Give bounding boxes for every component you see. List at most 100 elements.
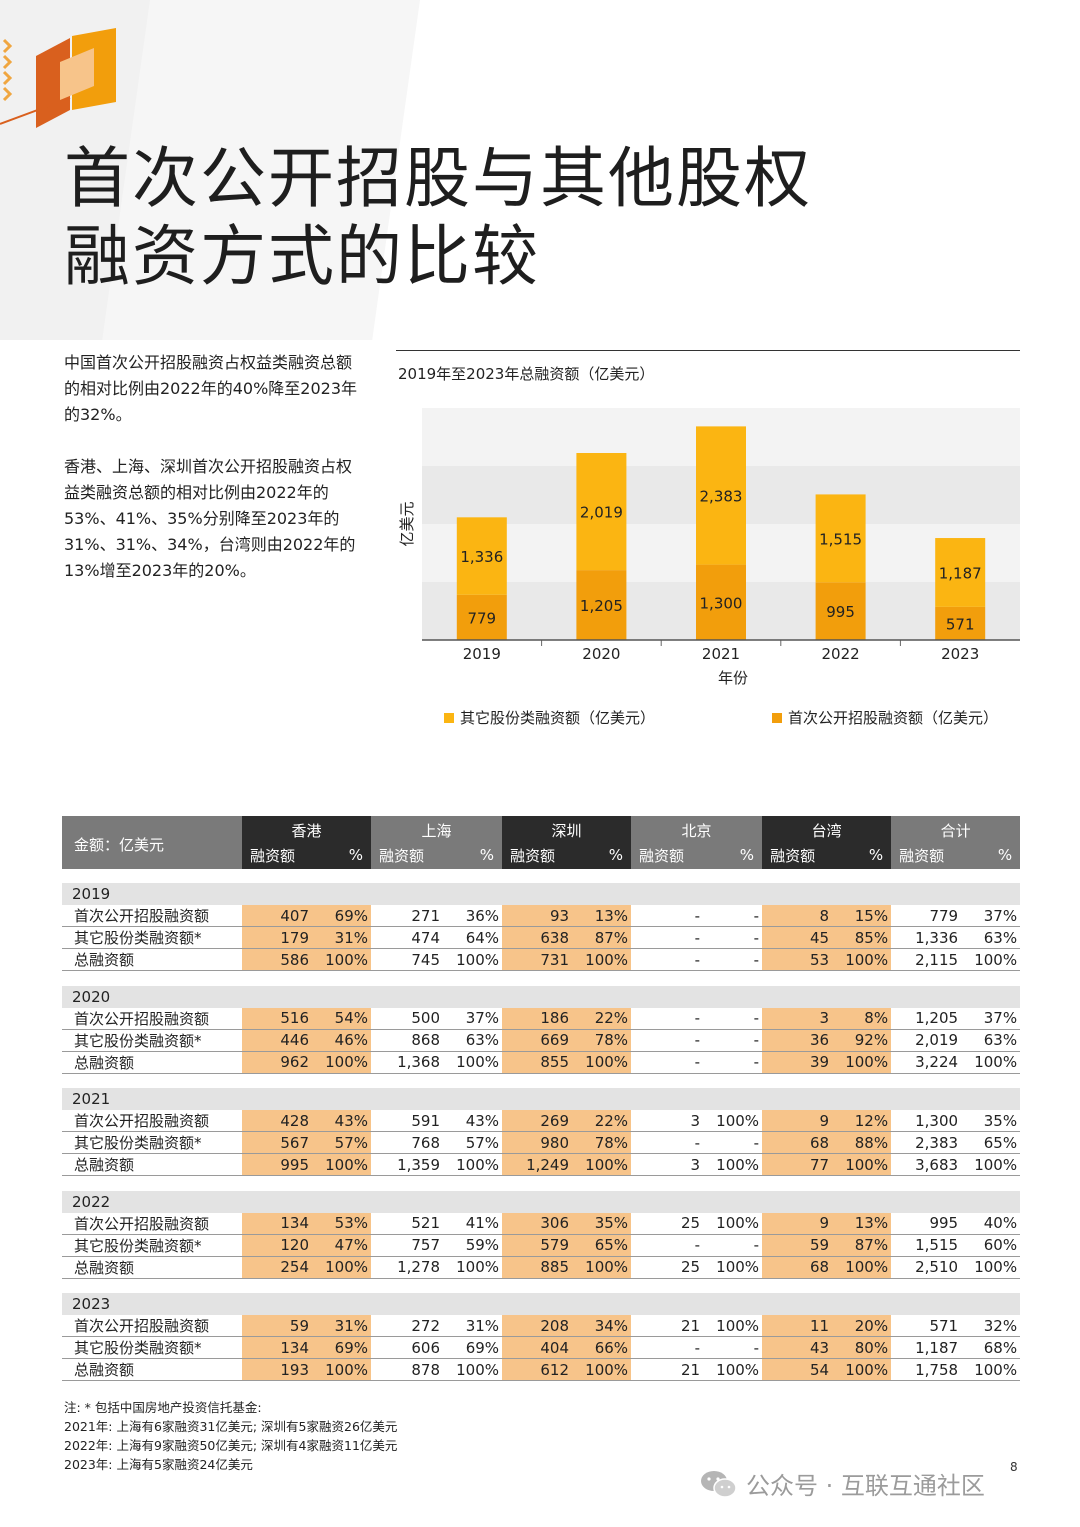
table-cell-amount: 757	[371, 1234, 444, 1257]
table-cell-pct: 63%	[443, 1029, 503, 1052]
table-cell-pct: 100%	[703, 1256, 763, 1279]
table-cell-pct: 100%	[832, 948, 892, 971]
table-cell-amount: -	[631, 1131, 704, 1154]
table-cell-amount: 68	[762, 1256, 833, 1279]
table-cell-amount: 516	[242, 1007, 312, 1030]
legend-item-ipo: 首次公开招股融资额（亿美元）	[772, 707, 998, 728]
region-header: 北京	[631, 816, 763, 841]
table-cell-pct: 54%	[312, 1007, 372, 1030]
table-cell-pct: 57%	[443, 1131, 503, 1154]
table-cell-amount: 995	[891, 1212, 962, 1235]
title-line: 融资方式的比较	[64, 218, 540, 295]
table-cell-amount: 962	[242, 1051, 312, 1074]
row-label: 总融资额	[62, 1358, 242, 1381]
page-number: 8	[1010, 1460, 1018, 1474]
table-cell-pct: 65%	[961, 1131, 1021, 1154]
table-cell-pct: 68%	[961, 1336, 1021, 1359]
bar-segment	[576, 570, 627, 640]
table-cell-pct: 100%	[961, 1153, 1021, 1176]
bar-segment	[696, 564, 746, 640]
table-cell-amount: 9	[762, 1212, 833, 1235]
table-cell-pct: 100%	[312, 1256, 372, 1279]
table-row: 总融资额 254 100% 1,278 100% 885 100% 25 100% 68 100% 2…	[62, 1256, 1021, 1279]
table-cell-pct: 100%	[703, 1110, 763, 1132]
data-label: 779	[467, 609, 496, 627]
table-cell-pct: 69%	[312, 1336, 372, 1359]
table-cell-pct: -	[703, 948, 763, 971]
table-cell-pct: 32%	[961, 1315, 1021, 1337]
legend-swatch	[772, 712, 782, 723]
wechat-icon	[701, 1470, 737, 1498]
table-cell-amount: 25	[631, 1256, 704, 1279]
table-cell-pct: 100%	[312, 1051, 372, 1074]
table-cell-pct: -	[703, 1029, 763, 1052]
table-spacer	[62, 1176, 1020, 1191]
data-label: 2,383	[700, 487, 743, 505]
table-row: 首次公开招股融资额 134 53% 521 41% 306 35% 25 100% 9 13% 995…	[62, 1212, 1021, 1235]
table-cell-amount: 120	[242, 1234, 312, 1257]
row-label: 其它股份类融资额*	[62, 1029, 242, 1052]
subheader-pct: %	[572, 841, 632, 869]
table-cell-pct: 80%	[832, 1336, 892, 1359]
table-cell-amount: 208	[502, 1315, 573, 1337]
table-cell-pct: 53%	[312, 1212, 372, 1235]
table-cell-pct: 100%	[443, 1358, 503, 1381]
row-label: 首次公开招股融资额	[62, 1315, 242, 1337]
bar-segment	[696, 426, 746, 565]
table-row: 其它股份类融资额* 179 31% 474 64% 638 87% - -45 85% 1,336 6…	[62, 926, 1021, 949]
table-cell-amount: 579	[502, 1234, 573, 1257]
table-cell-amount: 53	[762, 948, 833, 971]
table-cell-pct: -	[703, 1234, 763, 1257]
footnotes: 注: * 包括中国房地产投资信托基金: 2021年: 上海有6家融资31亿美元;…	[64, 1398, 397, 1474]
year-label: 2020	[62, 985, 1021, 1008]
table-cell-amount: 271	[371, 905, 444, 927]
table-cell-pct: 100%	[961, 948, 1021, 971]
table-cell-pct: -	[703, 1051, 763, 1074]
table-cell-pct: 63%	[961, 926, 1021, 949]
row-label: 首次公开招股融资额	[62, 1212, 242, 1235]
row-label: 首次公开招股融资额	[62, 1007, 242, 1030]
table-cell-amount: 980	[502, 1131, 573, 1154]
table-cell-pct: -	[703, 905, 763, 927]
table-row: 其它股份类融资额* 134 69% 606 69% 404 66% - -43 80% 1,187 6…	[62, 1336, 1021, 1359]
table-cell-pct: 66%	[572, 1336, 632, 1359]
row-label: 总融资额	[62, 1153, 242, 1176]
table-cell-pct: 100%	[703, 1212, 763, 1235]
region-header: 深圳	[502, 816, 632, 841]
table-cell-amount: 995	[242, 1153, 312, 1176]
table-row: 总融资额 962 100% 1,368 100% 855 100% - -39 100% 3,224…	[62, 1051, 1021, 1074]
table-cell-pct: 100%	[572, 1153, 632, 1176]
table-cell-amount: 868	[371, 1029, 444, 1052]
table-cell-amount: 36	[762, 1029, 833, 1052]
title-line: 首次公开招股与其他股权	[64, 140, 812, 217]
table-row: 其它股份类融资额* 567 57% 768 57% 980 78% - -68 88% 2,383 6…	[62, 1131, 1021, 1154]
table-cell-amount: 500	[371, 1007, 444, 1030]
footnote-line: 2021年: 上海有6家融资31亿美元; 深圳有5家融资26亿美元	[64, 1419, 398, 1434]
table-cell-pct: 100%	[443, 1153, 503, 1176]
table-cell-amount: 45	[762, 926, 833, 949]
table-cell-amount: 2,510	[891, 1256, 962, 1279]
subheader-amount: 融资额	[502, 841, 573, 869]
table-cell-pct: 100%	[572, 948, 632, 971]
table-cell-pct: 88%	[832, 1131, 892, 1154]
table-cell-amount: 779	[891, 905, 962, 927]
table-subheader-row: 融资额 % 融资额 % 融资额 % 融资额 % 融资额 % 融资额 %	[62, 841, 1021, 869]
financing-table: 金额：亿美元 香港 上海 深圳 北京 台湾 合计 融资额 % 融资额 % 融资额…	[62, 816, 1021, 1381]
table-cell-amount: 878	[371, 1358, 444, 1381]
table-cell-amount: 3,683	[891, 1153, 962, 1176]
data-label: 1,515	[819, 530, 862, 548]
table-cell-amount: 269	[502, 1110, 573, 1132]
data-label: 995	[826, 603, 855, 621]
subheader-pct: %	[703, 841, 763, 869]
table-cell-amount: 586	[242, 948, 312, 971]
bar-segment	[576, 453, 627, 571]
table-cell-amount: 745	[371, 948, 444, 971]
table-cell-pct: 100%	[312, 1153, 372, 1176]
table-cell-pct: 69%	[443, 1336, 503, 1359]
table-cell-pct: 100%	[443, 1256, 503, 1279]
region-header: 上海	[371, 816, 503, 841]
table-cell-amount: 474	[371, 926, 444, 949]
row-label: 其它股份类融资额*	[62, 1131, 242, 1154]
table-cell-pct: 12%	[832, 1110, 892, 1132]
table-cell-amount: -	[631, 1051, 704, 1074]
